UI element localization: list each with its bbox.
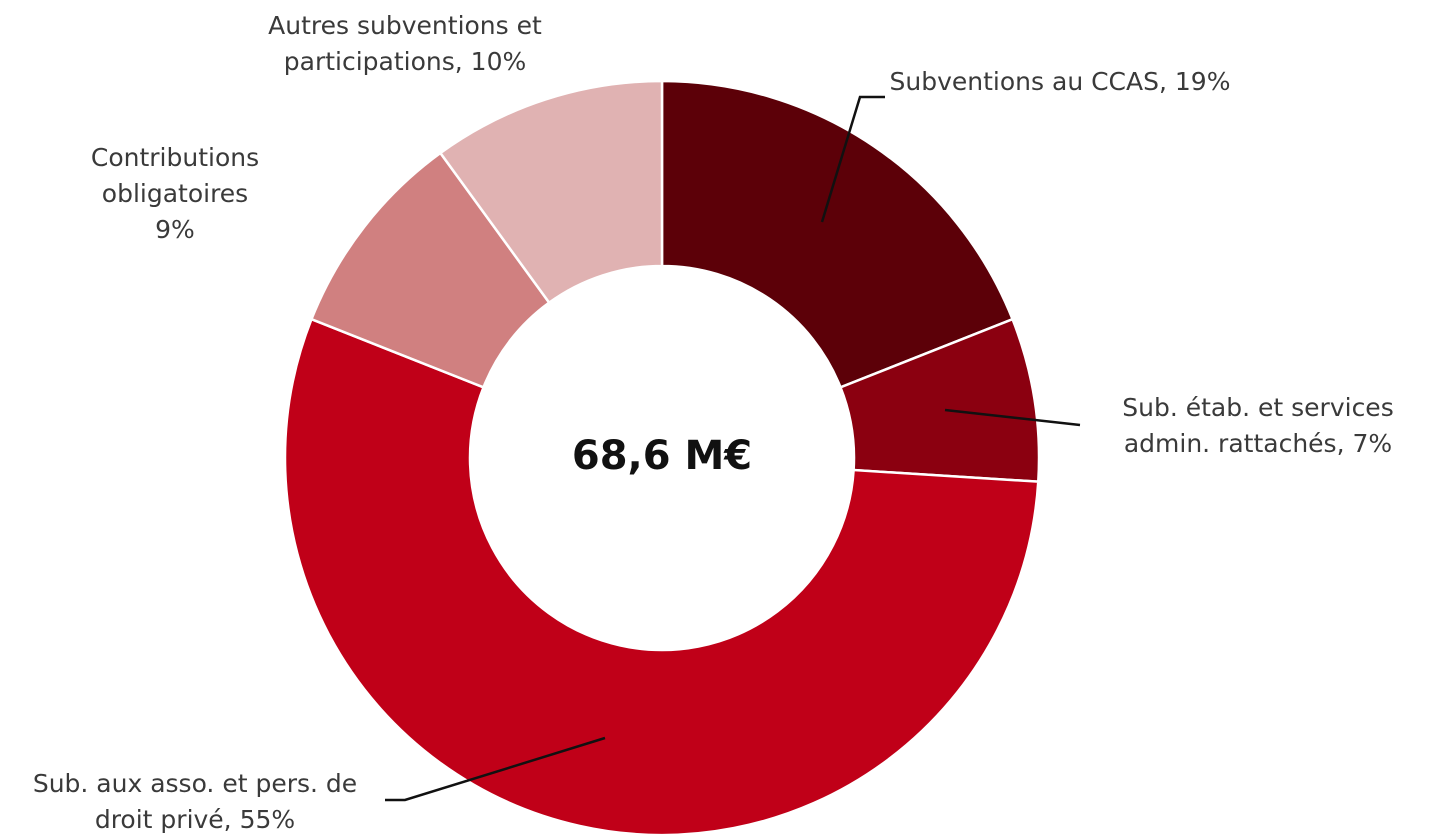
slice-label: Autres subventions et participations, 10… xyxy=(215,8,595,80)
category: Contributions obligatoires xyxy=(90,143,260,208)
value-label: 9% xyxy=(155,215,195,244)
slice-label: Sub. aux asso. et pers. de droit privé, … xyxy=(10,766,380,838)
leader-lines xyxy=(385,95,1081,802)
slice xyxy=(283,317,1040,837)
value-label: 55% xyxy=(239,805,296,834)
value-label: 10% xyxy=(470,47,527,76)
category: Autres subventions et participations, xyxy=(268,11,542,76)
category: Sub. étab. et services admin. rattachés, xyxy=(1122,393,1394,458)
slice-label: Subventions au CCAS, 19% xyxy=(875,64,1245,100)
category: Subventions au CCAS, xyxy=(889,67,1167,96)
category: Sub. aux asso. et pers. de droit privé, xyxy=(32,769,358,834)
leader-line xyxy=(820,95,885,223)
leader-line xyxy=(385,736,606,802)
slice-label: Sub. étab. et services admin. rattachés,… xyxy=(1082,390,1434,462)
value-label: 7% xyxy=(1352,429,1393,458)
value-label: 19% xyxy=(1174,67,1231,96)
slice xyxy=(438,79,664,305)
slice xyxy=(660,79,1015,389)
center-label: 68,6 M€ xyxy=(572,433,752,479)
leader-line xyxy=(944,408,1081,427)
slice-label: Contributions obligatoires 9% xyxy=(85,140,265,248)
